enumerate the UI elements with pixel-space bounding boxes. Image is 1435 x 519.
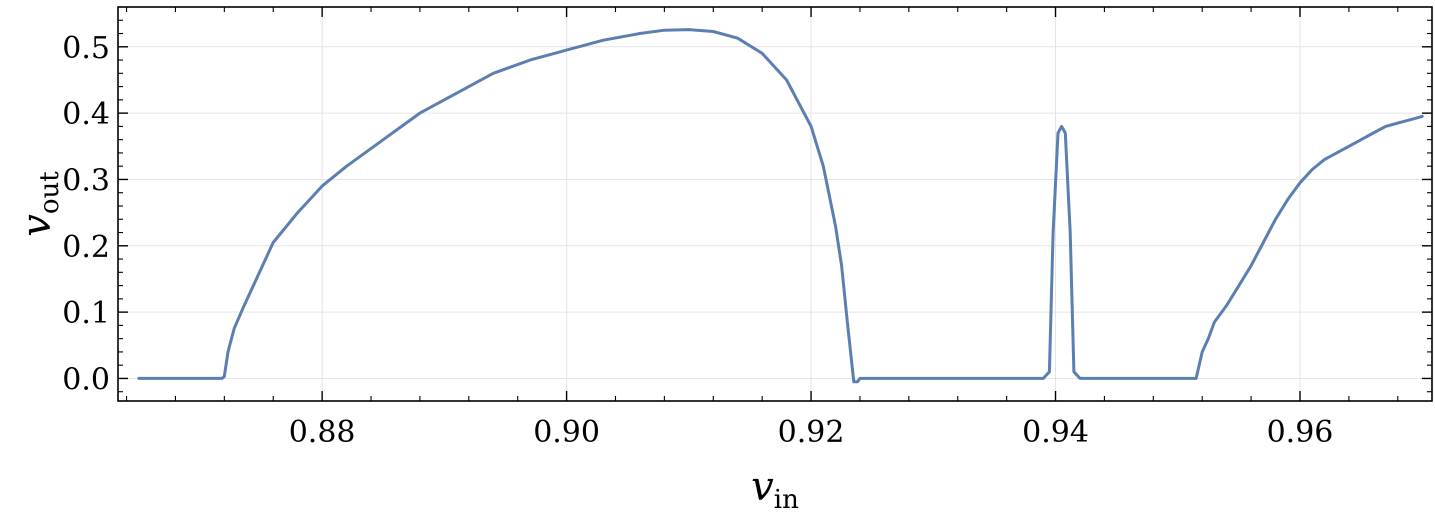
plot-frame bbox=[117, 6, 1433, 402]
series-layer bbox=[137, 28, 1424, 384]
y-tick-label: 0.5 bbox=[62, 31, 110, 66]
y-axis-label-sub: out bbox=[35, 171, 65, 214]
series-line bbox=[137, 28, 1424, 384]
y-axis-label: vout bbox=[14, 171, 65, 237]
y-tick-label: 0.1 bbox=[62, 296, 110, 331]
y-tick-label: 0.2 bbox=[62, 230, 110, 265]
x-axis-label-sub: in bbox=[774, 485, 799, 515]
x-tick-label: 0.92 bbox=[778, 415, 845, 450]
y-tick-label: 0.3 bbox=[62, 163, 110, 198]
x-axis-label-main: v bbox=[751, 464, 774, 510]
y-tick-label: 0.0 bbox=[62, 362, 110, 397]
y-tick-label: 0.4 bbox=[62, 97, 110, 132]
x-tick-label: 0.90 bbox=[533, 415, 600, 450]
x-axis-label: vin bbox=[751, 464, 799, 515]
x-tick-label: 0.88 bbox=[289, 415, 356, 450]
x-tick-label: 0.96 bbox=[1267, 415, 1334, 450]
ticks-layer bbox=[118, 7, 1432, 401]
grid bbox=[118, 7, 1432, 401]
y-axis-label-main: v bbox=[14, 214, 60, 237]
tick-labels-layer: 0.88 0.90 0.92 0.94 0.96 0.0 0.1 0.2 0.3 0.4 0.5 bbox=[62, 31, 1333, 450]
x-tick-label: 0.94 bbox=[1022, 415, 1089, 450]
